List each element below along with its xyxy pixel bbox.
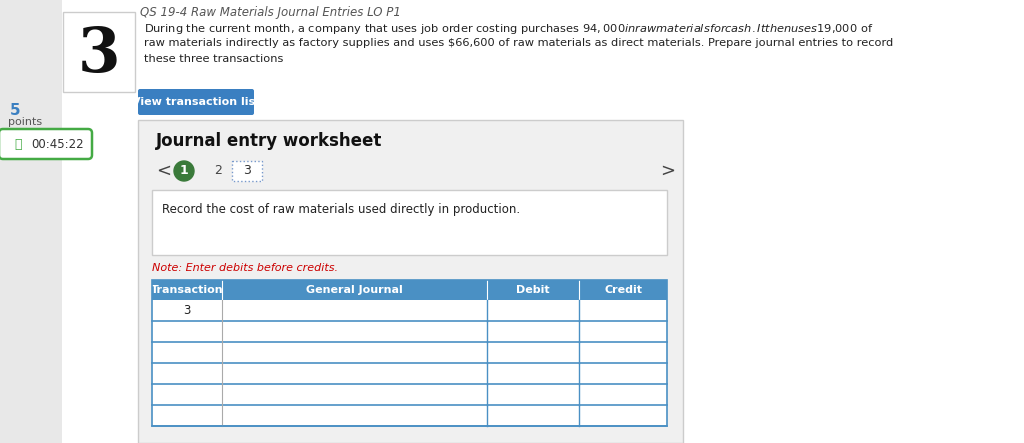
Text: raw materials indirectly as factory supplies and uses $66,600 of raw materials a: raw materials indirectly as factory supp… <box>144 38 893 48</box>
Text: Record the cost of raw materials used directly in production.: Record the cost of raw materials used di… <box>162 203 520 216</box>
Text: General Journal: General Journal <box>306 285 402 295</box>
Bar <box>232 161 262 181</box>
Text: points: points <box>8 117 42 127</box>
Text: QS 19-4 Raw Materials Journal Entries LO P1: QS 19-4 Raw Materials Journal Entries LO… <box>140 6 400 19</box>
Bar <box>0 0 62 443</box>
Text: 5: 5 <box>10 103 20 118</box>
Text: 1: 1 <box>179 164 188 178</box>
Text: >: > <box>660 162 676 180</box>
Text: 2: 2 <box>214 164 222 178</box>
Text: <: < <box>156 162 171 180</box>
Bar <box>152 190 667 255</box>
Bar <box>138 120 683 443</box>
Text: 3: 3 <box>78 25 120 85</box>
Bar <box>152 300 667 321</box>
Bar <box>152 342 667 363</box>
Text: Debit: Debit <box>516 285 550 295</box>
Circle shape <box>174 161 194 181</box>
Bar <box>152 321 667 342</box>
Bar <box>63 12 135 92</box>
Text: View transaction list: View transaction list <box>132 97 260 107</box>
Text: these three transactions: these three transactions <box>144 54 284 64</box>
Text: 00:45:22: 00:45:22 <box>32 137 84 151</box>
Text: Note: Enter debits before credits.: Note: Enter debits before credits. <box>152 263 338 273</box>
Text: Credit: Credit <box>604 285 642 295</box>
Text: ⌛: ⌛ <box>14 137 22 151</box>
Text: 3: 3 <box>243 164 251 178</box>
FancyBboxPatch shape <box>138 89 254 115</box>
Bar <box>152 405 667 426</box>
Bar <box>152 280 667 300</box>
Bar <box>152 363 667 384</box>
Text: Transaction: Transaction <box>151 285 223 295</box>
Bar <box>152 384 667 405</box>
FancyBboxPatch shape <box>0 129 92 159</box>
Text: 3: 3 <box>183 304 190 317</box>
Text: During the current month, a company that uses job order costing purchases $94,00: During the current month, a company that… <box>144 22 873 36</box>
Bar <box>152 280 667 426</box>
Text: Journal entry worksheet: Journal entry worksheet <box>156 132 382 150</box>
